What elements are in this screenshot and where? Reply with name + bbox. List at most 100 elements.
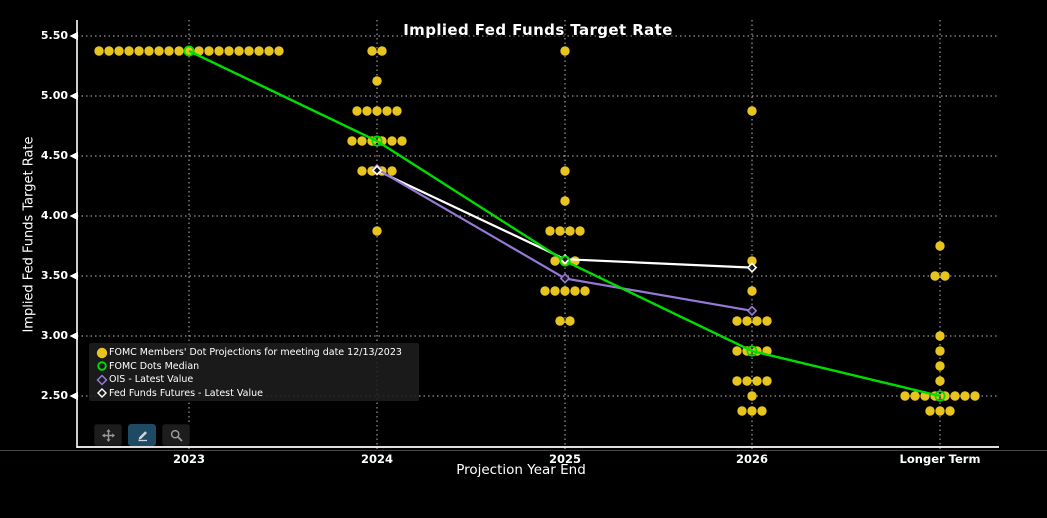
open-diamond-icon bbox=[94, 374, 109, 386]
fomc-dot bbox=[732, 316, 742, 326]
fomc-dot bbox=[742, 376, 752, 386]
y-tick-label: 3.00 bbox=[40, 329, 68, 342]
fomc-dot bbox=[960, 391, 970, 401]
y-tick-label: 5.50 bbox=[40, 29, 68, 42]
fomc-dot bbox=[560, 196, 570, 206]
fomc-dot bbox=[372, 76, 382, 86]
pan-button[interactable] bbox=[94, 424, 122, 446]
fomc-dot bbox=[274, 46, 284, 56]
fomc-dot bbox=[540, 286, 550, 296]
fomc-dot bbox=[935, 331, 945, 341]
chart-title: Implied Fed Funds Target Rate bbox=[403, 21, 673, 39]
x-tick-label: 2023 bbox=[172, 452, 206, 466]
fomc-dot bbox=[935, 376, 945, 386]
fomc-dot bbox=[387, 136, 397, 146]
x-tick-label: 2025 bbox=[548, 452, 582, 466]
zoom-button[interactable] bbox=[162, 424, 190, 446]
y-tick-arrow-icon bbox=[69, 391, 78, 401]
y-tick-label: 2.50 bbox=[40, 389, 68, 402]
x-tick-label: 2026 bbox=[735, 452, 769, 466]
fomc-dot bbox=[737, 406, 747, 416]
y-tick-label: 4.50 bbox=[40, 149, 68, 162]
y-tick-arrow-icon bbox=[69, 91, 78, 101]
fomc-dot bbox=[244, 46, 254, 56]
fomc-dot bbox=[204, 46, 214, 56]
fomc-dot bbox=[224, 46, 234, 56]
fomc-dot bbox=[392, 106, 402, 116]
fomc-dot bbox=[367, 46, 377, 56]
y-tick-label: 3.50 bbox=[40, 269, 68, 282]
fomc-dot bbox=[254, 46, 264, 56]
fomc-dot bbox=[757, 406, 767, 416]
fomc-dot bbox=[555, 316, 565, 326]
fomc-dot bbox=[930, 271, 940, 281]
fomc-dot bbox=[560, 286, 570, 296]
y-tick-arrow-icon bbox=[69, 211, 78, 221]
open-circle-icon bbox=[94, 360, 109, 372]
legend-label: OIS - Latest Value bbox=[109, 374, 194, 386]
fomc-dot bbox=[935, 241, 945, 251]
fomc-dot bbox=[732, 346, 742, 356]
fomc-dot bbox=[545, 226, 555, 236]
y-axis-title: Implied Fed Funds Target Rate bbox=[21, 136, 37, 333]
latest-value-diamond bbox=[746, 262, 758, 273]
latest-value-diamond bbox=[746, 305, 758, 317]
median-marker bbox=[371, 135, 383, 147]
fomc-dot bbox=[347, 136, 357, 146]
median-marker bbox=[183, 45, 195, 57]
move-icon bbox=[101, 428, 115, 442]
fomc-dot bbox=[352, 106, 362, 116]
fomc-dot bbox=[970, 391, 980, 401]
fomc-dot bbox=[382, 106, 392, 116]
median-marker bbox=[934, 390, 946, 402]
legend-label: FOMC Dots Median bbox=[109, 360, 200, 372]
fomc-dot bbox=[124, 46, 134, 56]
legend-item-ois: OIS - Latest Value bbox=[94, 373, 415, 387]
latest-value-diamond bbox=[371, 165, 383, 176]
fomc-dot bbox=[357, 166, 367, 176]
legend-item-dots: FOMC Members' Dot Projections for meetin… bbox=[94, 346, 415, 360]
fomc-dot bbox=[900, 391, 910, 401]
fomc-dot bbox=[550, 256, 560, 266]
median-marker bbox=[746, 345, 758, 357]
fomc-dot bbox=[762, 376, 772, 386]
fomc-dot bbox=[372, 106, 382, 116]
fomc-dot bbox=[935, 346, 945, 356]
fomc-dot bbox=[762, 316, 772, 326]
fomc-dot bbox=[397, 136, 407, 146]
y-tick-arrow-icon bbox=[69, 271, 78, 281]
fomc-dot bbox=[752, 376, 762, 386]
fomc-dot bbox=[372, 226, 382, 236]
fomc-dot bbox=[747, 106, 757, 116]
fomc-dot bbox=[357, 136, 367, 146]
fomc-dot bbox=[752, 316, 762, 326]
axis-shadow-line bbox=[0, 450, 1047, 451]
fomc-dot bbox=[575, 226, 585, 236]
fomc-dot bbox=[945, 406, 955, 416]
legend-label: FOMC Members' Dot Projections for meetin… bbox=[109, 347, 402, 359]
legend-label: Fed Funds Futures - Latest Value bbox=[109, 387, 263, 399]
draw-button[interactable] bbox=[128, 424, 156, 446]
magnifier-icon bbox=[170, 429, 183, 442]
fomc-dot bbox=[154, 46, 164, 56]
fomc-dot bbox=[925, 406, 935, 416]
legend-item-median: FOMC Dots Median bbox=[94, 360, 415, 374]
x-tick-label: Longer Term bbox=[899, 452, 981, 466]
x-axis-title: Projection Year End bbox=[456, 462, 586, 478]
fomc-dot bbox=[387, 166, 397, 176]
fomc-dot bbox=[935, 361, 945, 371]
chart-legend: FOMC Members' Dot Projections for meetin… bbox=[89, 343, 419, 401]
fomc-dot bbox=[910, 391, 920, 401]
legend-item-futures: Fed Funds Futures - Latest Value bbox=[94, 387, 415, 401]
fomc-dot bbox=[144, 46, 154, 56]
fomc-dot bbox=[732, 376, 742, 386]
latest-value-diamond bbox=[559, 273, 571, 284]
fomc-dot bbox=[747, 256, 757, 266]
fomc-dot bbox=[950, 391, 960, 401]
pencil-icon bbox=[138, 430, 147, 441]
fomc-dot bbox=[114, 46, 124, 56]
fomc-dot bbox=[565, 316, 575, 326]
fomc-dot bbox=[264, 46, 274, 56]
fomc-dot bbox=[234, 46, 244, 56]
